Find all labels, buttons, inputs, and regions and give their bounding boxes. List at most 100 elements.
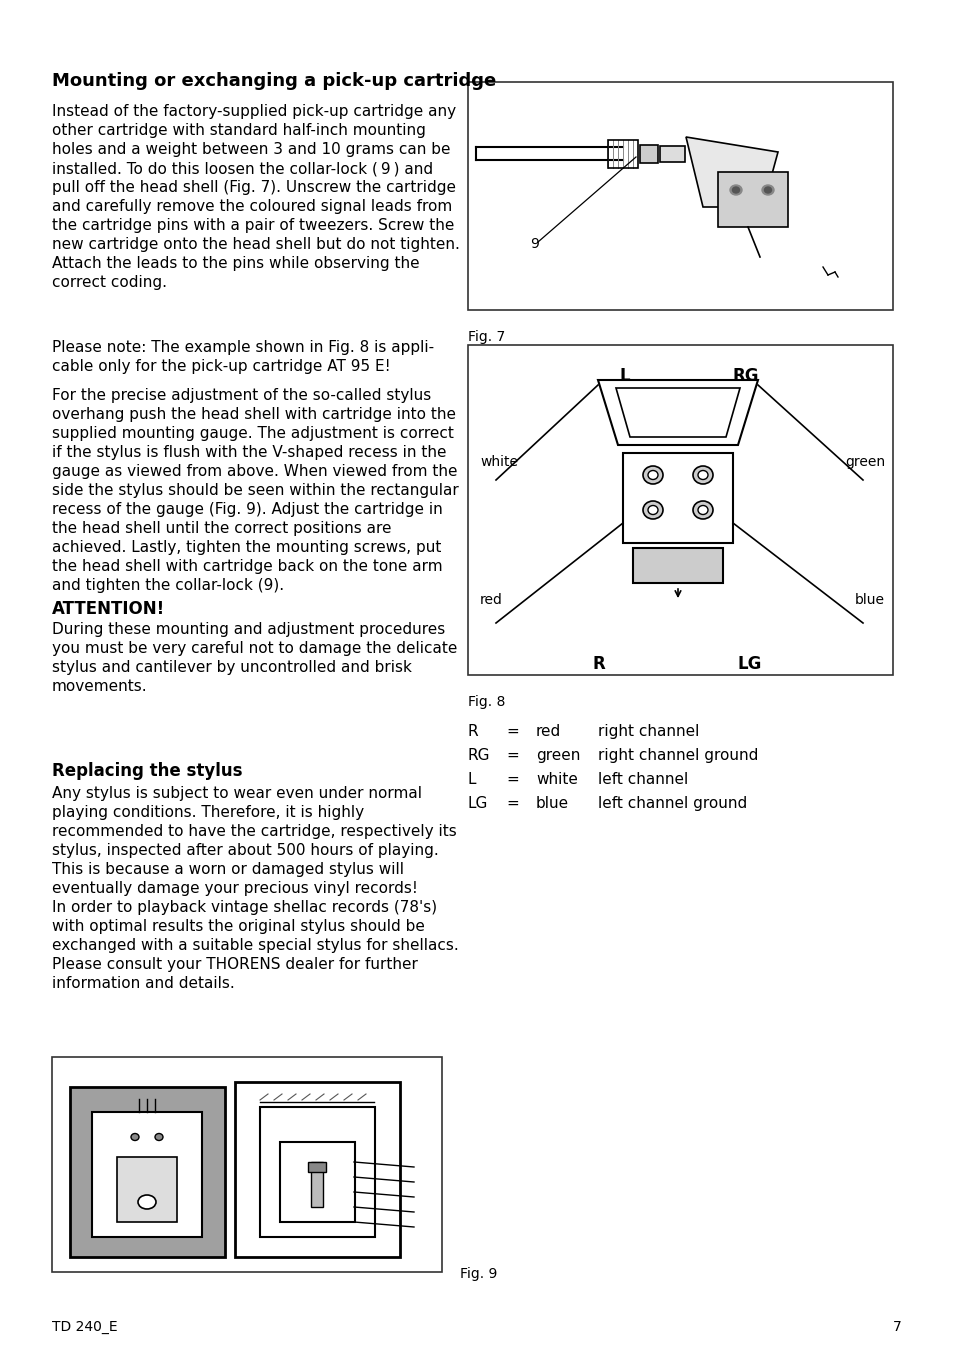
Text: other cartridge with standard half-inch mounting: other cartridge with standard half-inch …	[52, 123, 425, 138]
Text: with optimal results the original stylus should be: with optimal results the original stylus…	[52, 919, 424, 934]
Text: recommended to have the cartridge, respectively its: recommended to have the cartridge, respe…	[52, 824, 456, 839]
Text: stylus and cantilever by uncontrolled and brisk: stylus and cantilever by uncontrolled an…	[52, 661, 412, 676]
Ellipse shape	[131, 1133, 139, 1140]
Bar	[633, 549, 722, 584]
Ellipse shape	[642, 501, 662, 519]
Ellipse shape	[154, 1133, 163, 1140]
Text: Mounting or exchanging a pick-up cartridge: Mounting or exchanging a pick-up cartrid…	[52, 72, 496, 91]
Polygon shape	[598, 380, 758, 444]
Text: if the stylus is flush with the V-shaped recess in the: if the stylus is flush with the V-shaped…	[52, 444, 446, 459]
Text: TD 240_E: TD 240_E	[52, 1320, 117, 1333]
Ellipse shape	[642, 466, 662, 484]
Bar	[260, 1106, 375, 1238]
Text: Please note: The example shown in Fig. 8 is appli-: Please note: The example shown in Fig. 8…	[52, 340, 434, 355]
Ellipse shape	[698, 505, 707, 515]
Text: =: =	[505, 724, 518, 739]
Text: This is because a worn or damaged stylus will: This is because a worn or damaged stylus…	[52, 862, 403, 877]
Text: RG: RG	[732, 367, 759, 385]
Text: R: R	[593, 655, 605, 673]
Text: and tighten the collar-lock (9).: and tighten the collar-lock (9).	[52, 578, 284, 593]
Text: L: L	[619, 367, 630, 385]
Text: blue: blue	[536, 796, 569, 811]
Text: LG: LG	[738, 655, 761, 673]
Text: ATTENTION!: ATTENTION!	[52, 600, 165, 617]
Ellipse shape	[692, 501, 712, 519]
Text: red: red	[536, 724, 560, 739]
Text: stylus, inspected after about 500 hours of playing.: stylus, inspected after about 500 hours …	[52, 843, 438, 858]
Text: Fig. 7: Fig. 7	[468, 330, 505, 345]
Text: cable only for the pick-up cartridge AT 95 E!: cable only for the pick-up cartridge AT …	[52, 359, 390, 374]
Text: During these mounting and adjustment procedures: During these mounting and adjustment pro…	[52, 621, 445, 638]
Text: Any stylus is subject to wear even under normal: Any stylus is subject to wear even under…	[52, 786, 421, 801]
Text: green: green	[536, 748, 579, 763]
Text: the cartridge pins with a pair of tweezers. Screw the: the cartridge pins with a pair of tweeze…	[52, 218, 454, 232]
Bar	[280, 1142, 355, 1223]
Bar	[52, 1056, 441, 1273]
Text: new cartridge onto the head shell but do not tighten.: new cartridge onto the head shell but do…	[52, 236, 459, 253]
Polygon shape	[685, 136, 778, 207]
Ellipse shape	[729, 185, 741, 195]
Text: overhang push the head shell with cartridge into the: overhang push the head shell with cartri…	[52, 407, 456, 422]
Text: Please consult your THORENS dealer for further: Please consult your THORENS dealer for f…	[52, 957, 417, 971]
Text: correct coding.: correct coding.	[52, 276, 167, 290]
Text: Fig. 9: Fig. 9	[459, 1267, 497, 1281]
Text: movements.: movements.	[52, 680, 148, 694]
Text: information and details.: information and details.	[52, 975, 234, 992]
Text: blue: blue	[854, 593, 884, 607]
Text: =: =	[505, 748, 518, 763]
Bar	[468, 82, 892, 309]
Text: playing conditions. Therefore, it is highly: playing conditions. Therefore, it is hig…	[52, 805, 364, 820]
Text: R: R	[468, 724, 478, 739]
Text: 9: 9	[530, 236, 538, 251]
Bar	[70, 1088, 225, 1256]
Bar	[311, 1162, 323, 1206]
Text: white: white	[479, 455, 517, 469]
Ellipse shape	[763, 186, 771, 193]
Text: and carefully remove the coloured signal leads from: and carefully remove the coloured signal…	[52, 199, 452, 213]
Ellipse shape	[698, 470, 707, 480]
Text: the head shell with cartridge back on the tone arm: the head shell with cartridge back on th…	[52, 559, 442, 574]
Text: =: =	[505, 796, 518, 811]
Bar	[308, 1162, 326, 1173]
Bar	[718, 172, 787, 227]
Ellipse shape	[761, 185, 773, 195]
Text: In order to playback vintage shellac records (78's): In order to playback vintage shellac rec…	[52, 900, 436, 915]
Ellipse shape	[647, 470, 658, 480]
Text: green: green	[844, 455, 884, 469]
Bar	[622, 453, 732, 543]
Text: LG: LG	[468, 796, 488, 811]
Text: Attach the leads to the pins while observing the: Attach the leads to the pins while obser…	[52, 255, 419, 272]
Text: L: L	[468, 771, 476, 788]
Bar	[91, 1112, 202, 1238]
Text: For the precise adjustment of the so-called stylus: For the precise adjustment of the so-cal…	[52, 388, 431, 403]
Ellipse shape	[138, 1196, 156, 1209]
Text: recess of the gauge (Fig. 9). Adjust the cartridge in: recess of the gauge (Fig. 9). Adjust the…	[52, 503, 442, 517]
Bar	[659, 146, 684, 162]
Text: you must be very careful not to damage the delicate: you must be very careful not to damage t…	[52, 640, 456, 657]
Bar	[117, 1156, 177, 1223]
Bar	[639, 145, 658, 163]
Bar	[607, 141, 638, 168]
Text: pull off the head shell (Fig. 7). Unscrew the cartridge: pull off the head shell (Fig. 7). Unscre…	[52, 180, 456, 195]
Bar	[468, 345, 892, 676]
Text: Fig. 8: Fig. 8	[468, 694, 505, 709]
Text: installed. To do this loosen the collar-lock ( 9 ) and: installed. To do this loosen the collar-…	[52, 161, 433, 176]
Polygon shape	[616, 388, 740, 436]
Text: left channel: left channel	[598, 771, 687, 788]
Text: eventually damage your precious vinyl records!: eventually damage your precious vinyl re…	[52, 881, 417, 896]
Text: exchanged with a suitable special stylus for shellacs.: exchanged with a suitable special stylus…	[52, 938, 458, 952]
Ellipse shape	[732, 186, 739, 193]
Ellipse shape	[692, 466, 712, 484]
Text: side the stylus should be seen within the rectangular: side the stylus should be seen within th…	[52, 484, 458, 499]
Text: Instead of the factory-supplied pick-up cartridge any: Instead of the factory-supplied pick-up …	[52, 104, 456, 119]
Text: white: white	[536, 771, 578, 788]
Bar	[234, 1082, 399, 1256]
Text: =: =	[505, 771, 518, 788]
Text: the head shell until the correct positions are: the head shell until the correct positio…	[52, 521, 391, 536]
Text: RG: RG	[468, 748, 490, 763]
Text: red: red	[479, 593, 502, 607]
Text: holes and a weight between 3 and 10 grams can be: holes and a weight between 3 and 10 gram…	[52, 142, 450, 157]
Text: gauge as viewed from above. When viewed from the: gauge as viewed from above. When viewed …	[52, 463, 457, 480]
Text: right channel ground: right channel ground	[598, 748, 758, 763]
Ellipse shape	[647, 505, 658, 515]
